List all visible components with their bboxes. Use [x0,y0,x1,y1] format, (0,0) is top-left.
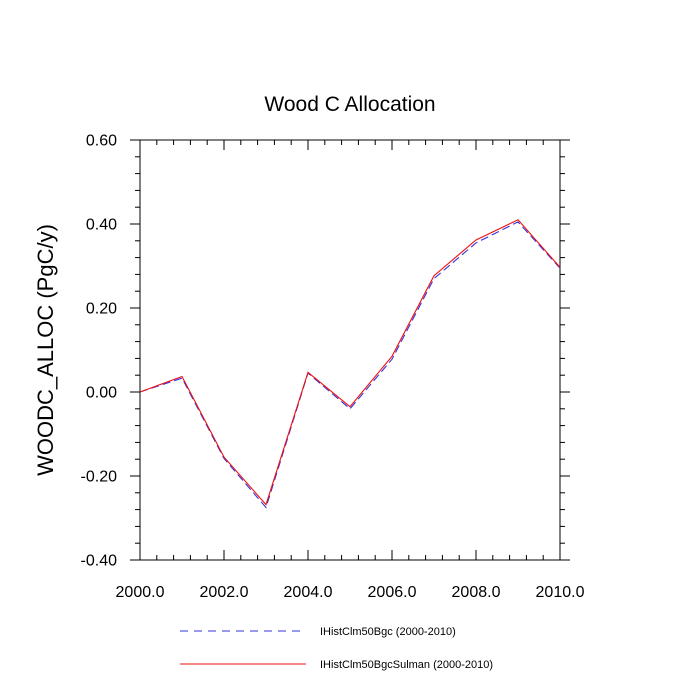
legend: IHistClm50Bgc (2000-2010) IHistClm50BgcSu… [180,626,493,671]
plot-frame [139,139,561,561]
axis-ticks [130,139,570,561]
x-tick-label: 2008.0 [452,584,501,601]
series-line-2 [139,219,561,506]
x-tick-label: 2002.0 [200,584,249,601]
legend-label-1: IHistClm50Bgc (2000-2010) [320,626,456,638]
series-lines [139,219,561,509]
y-tick-label: 0.20 [86,301,117,318]
tick-labels: -0.40 -0.20 0.00 0.20 0.40 0.60 2000.0 2002.0 20… [81,133,585,602]
x-tick-label: 2006.0 [368,584,417,601]
y-tick-label: -0.40 [81,553,118,570]
y-tick-label: -0.20 [81,469,118,486]
x-tick-label: 2000.0 [116,584,165,601]
legend-label-2: IHistClm50BgcSulman (2000-2010) [320,659,493,671]
series-line-1 [139,221,561,509]
y-axis-label: WOODC_ALLOC (PgC/y) [33,224,58,476]
chart-title: Wood C Allocation [264,93,435,116]
y-tick-label: 0.40 [86,217,117,234]
x-tick-label: 2004.0 [284,584,333,601]
y-tick-label: 0.00 [86,385,117,402]
y-tick-label: 0.60 [86,133,117,150]
x-tick-label: 2010.0 [536,584,585,601]
